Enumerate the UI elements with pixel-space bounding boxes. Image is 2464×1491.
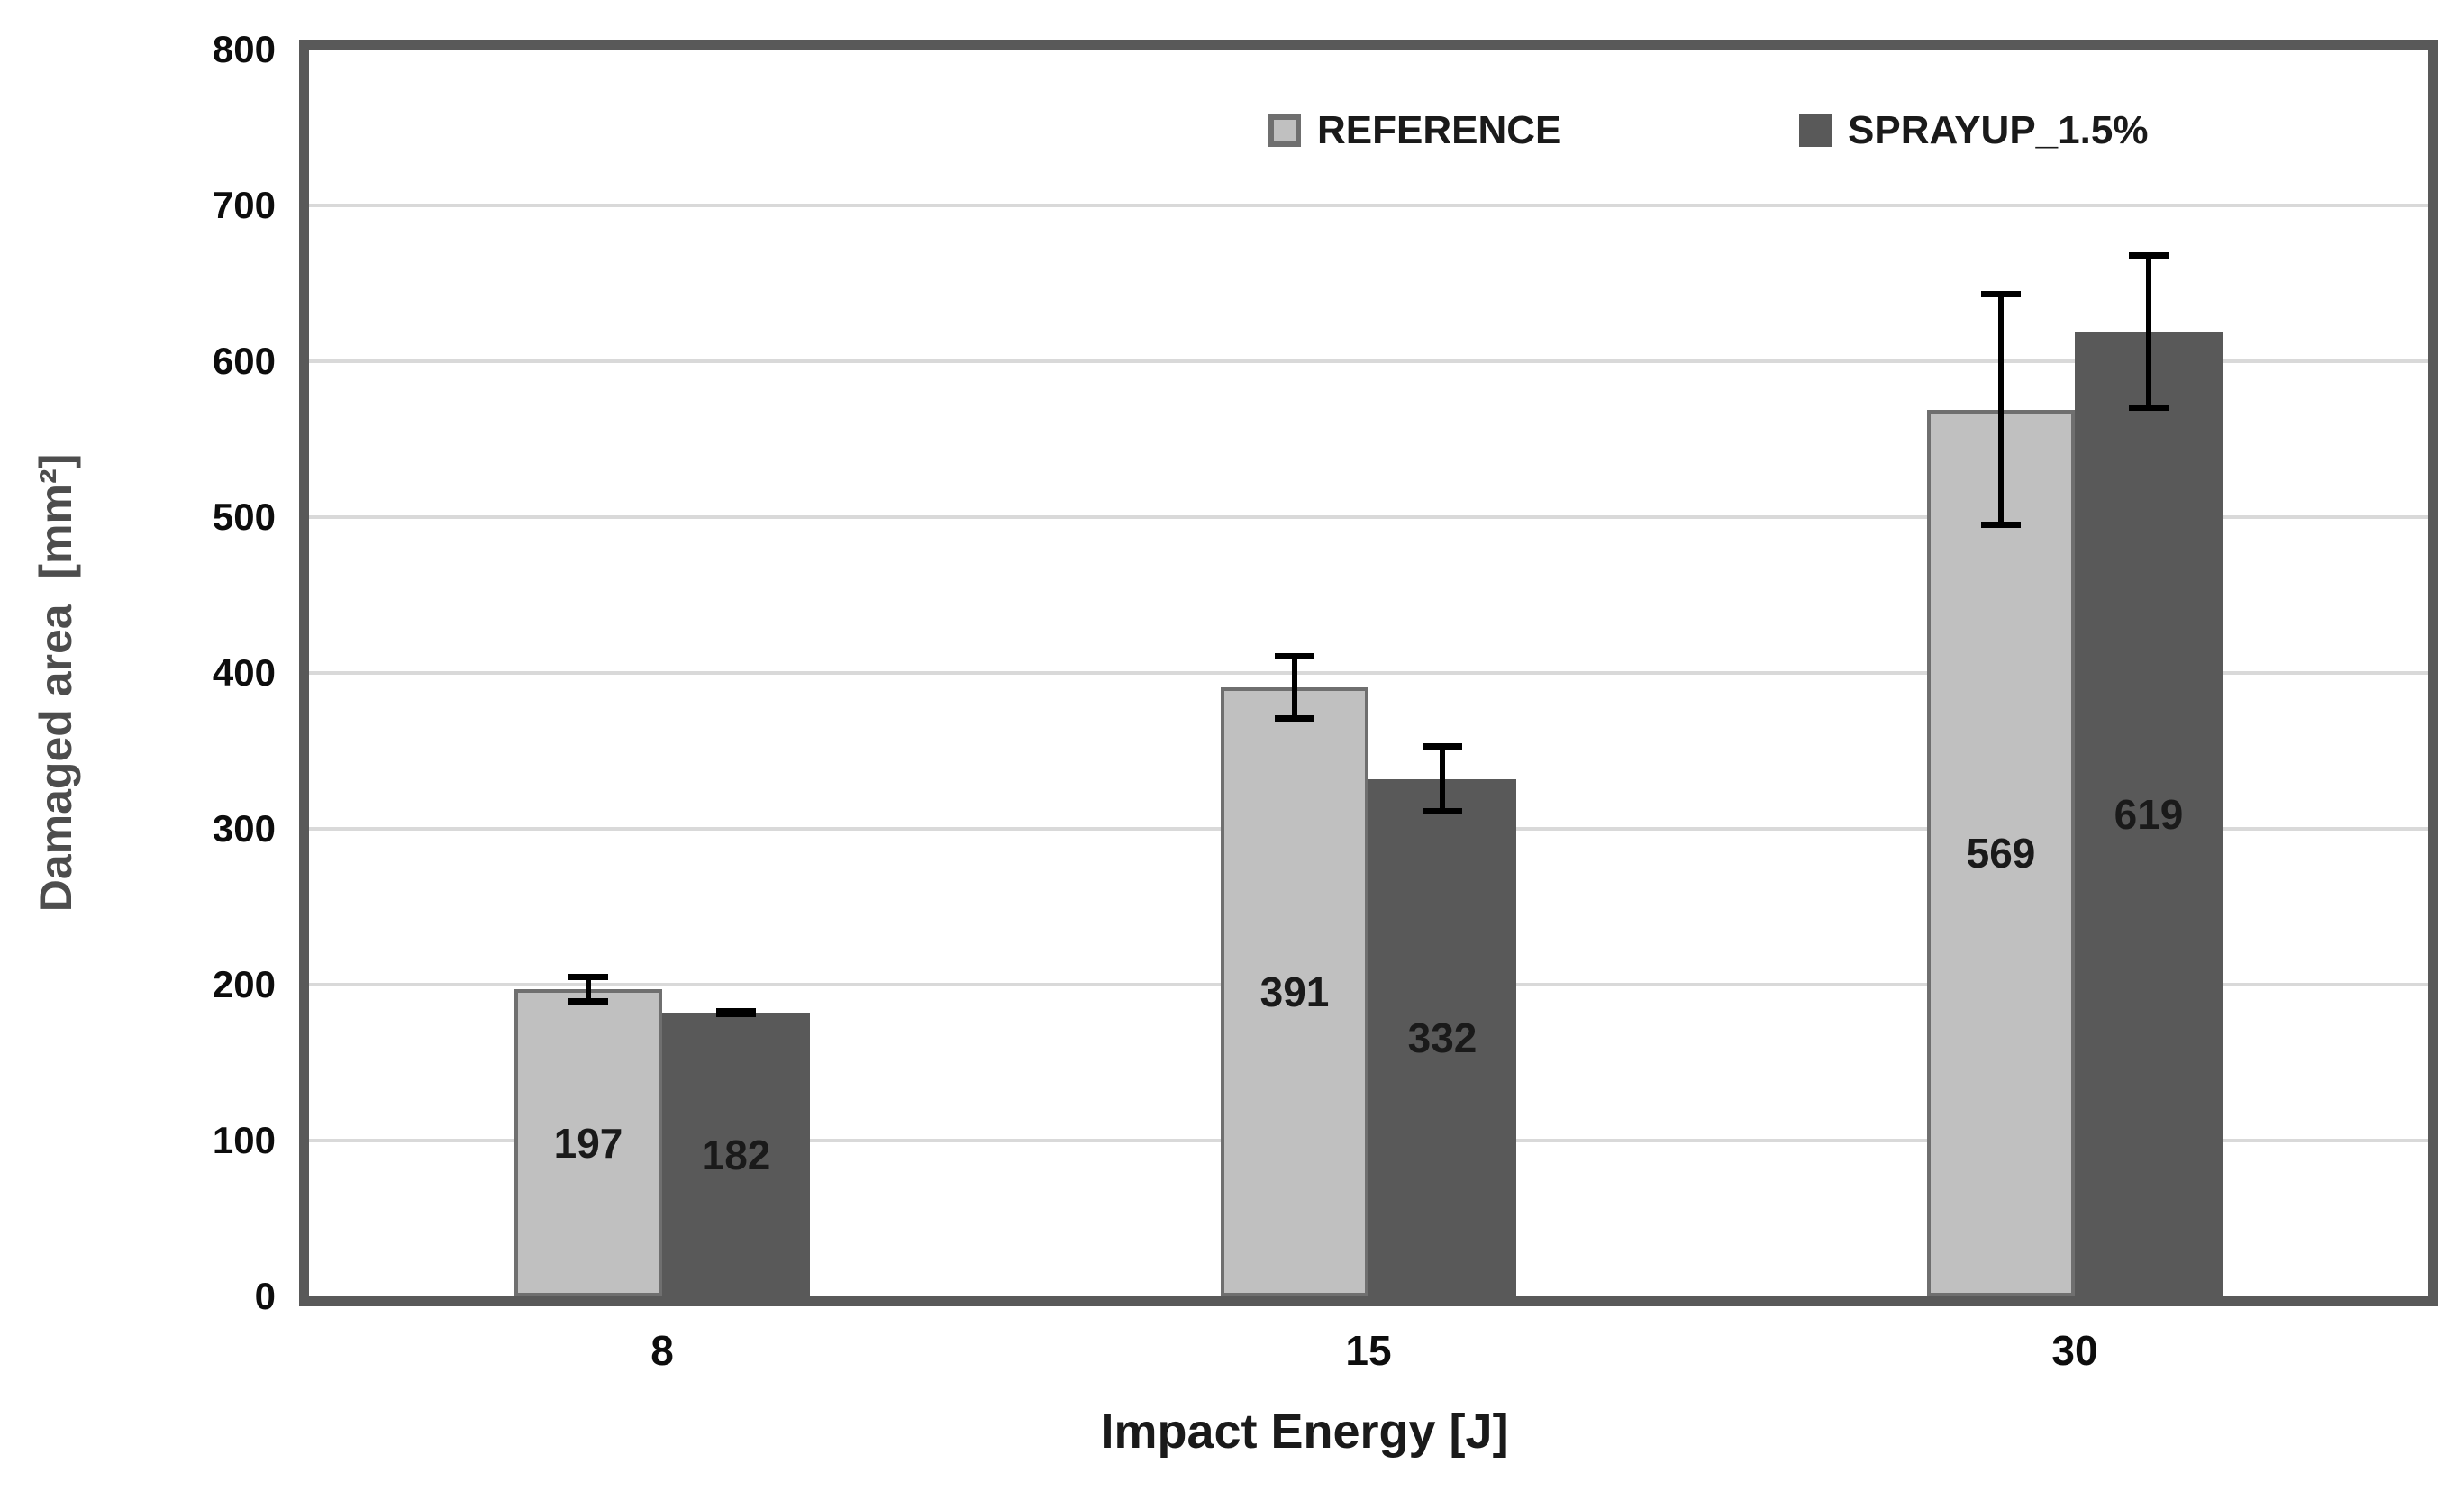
- data-label: 619: [2114, 790, 2184, 838]
- data-label: 569: [1966, 829, 2036, 877]
- y-tick-label: 400: [212, 651, 276, 694]
- data-label: 332: [1407, 1014, 1477, 1061]
- error-bar-line: [2146, 251, 2151, 412]
- y-tick-label: 600: [212, 340, 276, 382]
- bar-sprayup-1-5-: [1368, 778, 1516, 1296]
- data-label: 182: [701, 1131, 771, 1178]
- x-axis-title: Impact Energy [J]: [1100, 1405, 1509, 1459]
- error-bar-cap-bottom: [1275, 714, 1314, 722]
- error-bar-cap-bottom: [568, 998, 608, 1005]
- error-bar: [1423, 742, 1462, 815]
- plot-area: 197 182 391 332 569 619: [299, 40, 2438, 1306]
- x-axis-tick-labels: 8 15 30: [309, 1326, 2428, 1380]
- error-bar: [1981, 291, 2021, 529]
- gridline: [309, 204, 2428, 207]
- legend-marker-icon: [1799, 114, 1832, 147]
- error-bar-line: [1440, 742, 1445, 815]
- error-bar-cap-bottom: [2129, 405, 2169, 412]
- gridline: [309, 671, 2428, 675]
- x-tick-label: 30: [2051, 1327, 2098, 1374]
- x-tick-label: 8: [650, 1327, 674, 1374]
- error-bar-line: [586, 973, 591, 1005]
- error-bar-cap-bottom: [716, 1011, 756, 1018]
- y-tick-label: 0: [254, 1275, 276, 1317]
- legend-item-sprayup-1-5-: SPRAYUP_1.5%: [1799, 108, 2148, 153]
- error-bar-cap-bottom: [1423, 808, 1462, 815]
- legend-item-reference: REFERENCE: [1268, 108, 1561, 153]
- data-label: 197: [553, 1119, 623, 1167]
- y-tick-label: 300: [212, 807, 276, 850]
- error-bar-cap-top: [1423, 742, 1462, 750]
- error-bar: [2129, 251, 2169, 412]
- bar-reference: [1927, 409, 2075, 1296]
- error-bar-line: [1998, 291, 2004, 529]
- error-bar-cap-top: [2129, 251, 2169, 259]
- data-label: 391: [1259, 968, 1330, 1015]
- y-axis-tick-labels: 0 100 200 300 400 500 600 700 800: [0, 28, 276, 1317]
- gridline: [309, 359, 2428, 363]
- error-bar: [1275, 652, 1314, 722]
- bar-sprayup-1-5-: [2075, 332, 2223, 1296]
- y-tick-label: 500: [212, 495, 276, 538]
- bar-sprayup-1-5-: [662, 1013, 810, 1296]
- legend-label: SPRAYUP_1.5%: [1848, 108, 2149, 152]
- gridline: [309, 515, 2428, 519]
- legend-label: REFERENCE: [1317, 108, 1562, 152]
- y-tick-label: 200: [212, 963, 276, 1005]
- error-bar-cap-top: [1275, 652, 1314, 659]
- x-tick-label: 15: [1345, 1327, 1392, 1374]
- y-tick-label: 800: [212, 28, 276, 70]
- error-bar-cap-bottom: [1981, 522, 2021, 529]
- legend-marker-icon: [1268, 114, 1301, 147]
- error-bar: [716, 1007, 756, 1018]
- error-bar-cap-top: [1981, 291, 2021, 298]
- y-tick-label: 100: [212, 1119, 276, 1161]
- y-tick-label: 700: [212, 184, 276, 226]
- error-bar: [568, 973, 608, 1005]
- error-bar-cap-top: [568, 973, 608, 980]
- error-bar-line: [1292, 652, 1297, 722]
